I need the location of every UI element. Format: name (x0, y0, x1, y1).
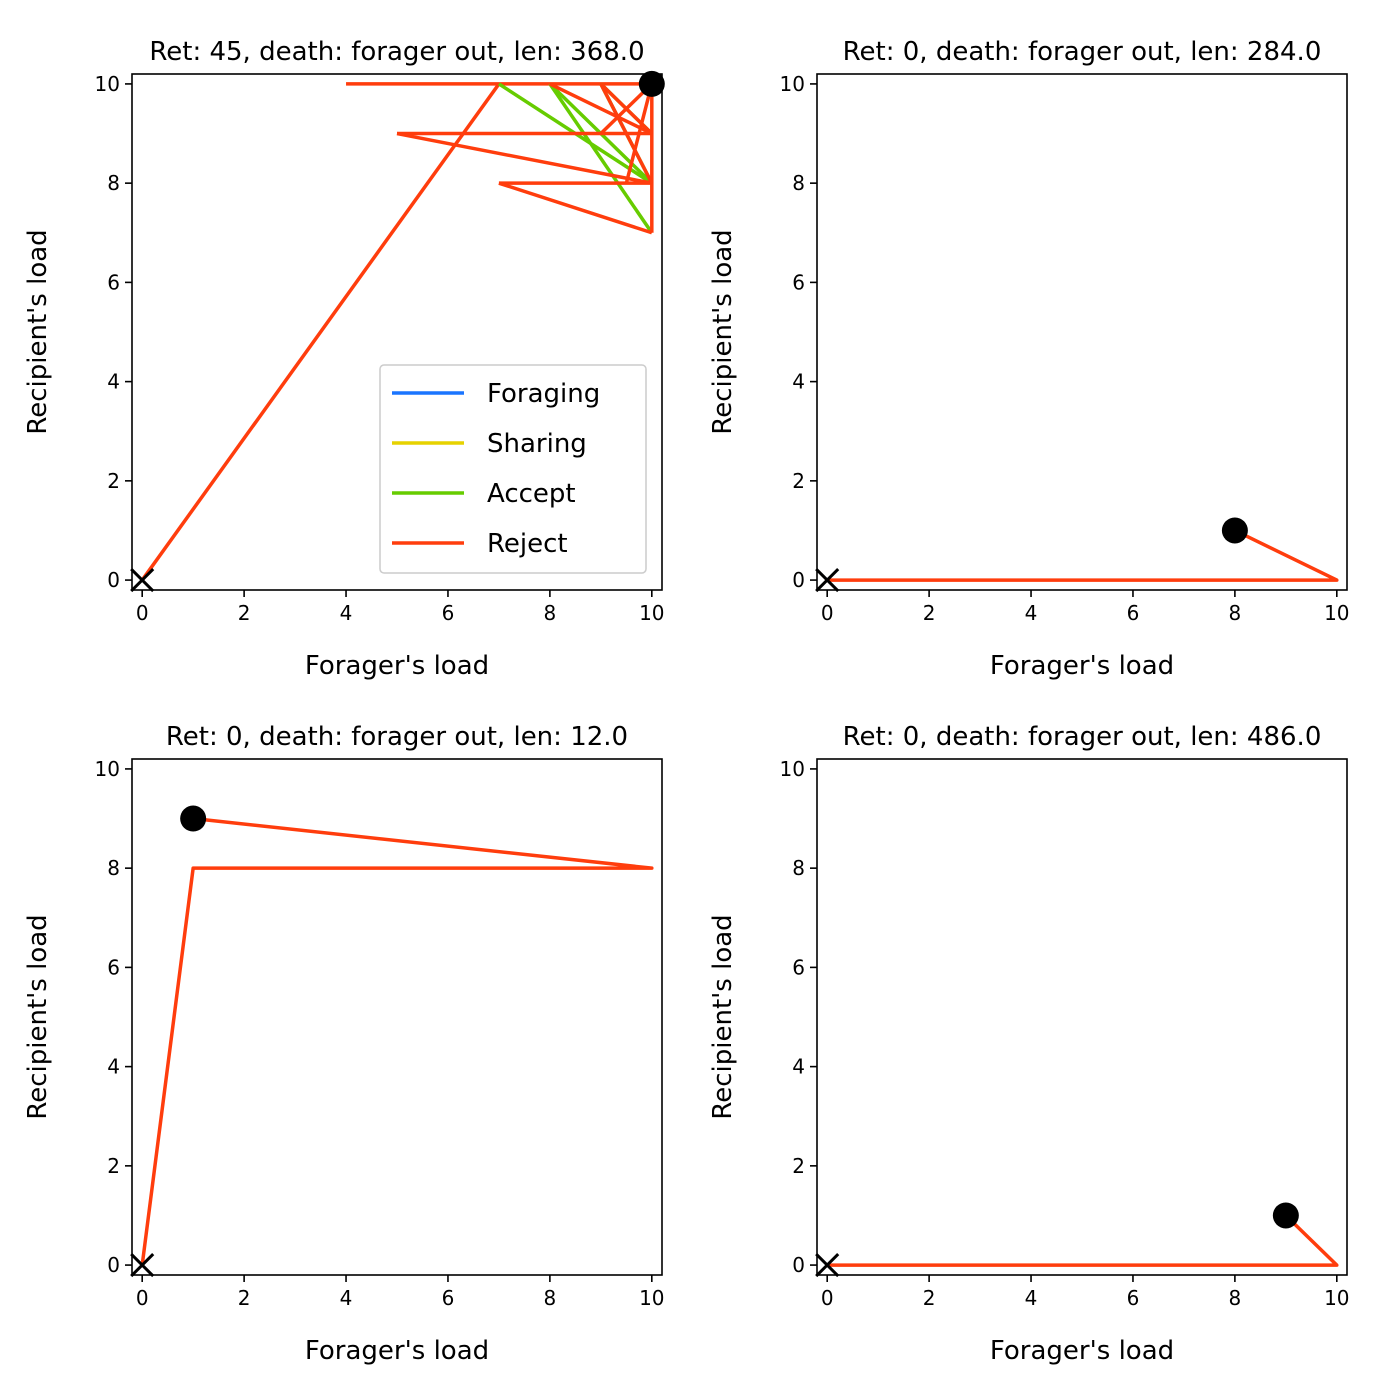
legend-label-sharing: Sharing (487, 429, 587, 459)
legend-label-reject: Reject (487, 529, 568, 559)
start-marker-x (815, 568, 840, 593)
y-tick-label: 2 (792, 469, 805, 493)
chart-panel-2: Ret: 0, death: forager out, len: 284.0 0 2… (708, 37, 1350, 681)
y-tick-label: 4 (107, 370, 120, 394)
x-tick-label: 0 (136, 1286, 149, 1310)
chart-panel-3: Ret: 0, death: forager out, len: 12.0 0 2 4… (23, 722, 665, 1366)
x-tick-label: 10 (639, 1286, 664, 1310)
x-tick-label: 4 (340, 601, 353, 625)
x-tick-label: 2 (923, 1286, 936, 1310)
x-tick-label: 0 (136, 601, 149, 625)
y-tick-label: 8 (792, 171, 805, 195)
x-tick-label: 10 (1324, 601, 1349, 625)
y-tick-label: 10 (780, 757, 805, 781)
plot-frame (816, 758, 1348, 1276)
y-axis-label: Recipient's load (708, 914, 738, 1119)
x-tick-label: 2 (238, 601, 251, 625)
plot-frame (131, 73, 663, 591)
x-tick-label: 8 (544, 601, 557, 625)
x-tick-label: 8 (1229, 1286, 1242, 1310)
x-axis-label: Forager's load (990, 1336, 1174, 1366)
series-line-reject (549, 82, 653, 136)
x-tick-label: 10 (639, 601, 664, 625)
chart-title: Ret: 0, death: forager out, len: 486.0 (843, 722, 1322, 752)
x-axis-label: Forager's load (990, 651, 1174, 681)
y-tick-label: 0 (107, 1253, 120, 1277)
y-tick-label: 6 (792, 270, 805, 294)
y-tick-label: 10 (780, 72, 805, 96)
y-tick-label: 0 (792, 568, 805, 592)
x-tick-label: 4 (1025, 1286, 1038, 1310)
legend-label-accept: Accept (487, 479, 576, 509)
y-tick-label: 4 (792, 370, 805, 394)
x-tick-label: 8 (544, 1286, 557, 1310)
y-tick-label: 6 (107, 955, 120, 979)
y-axis-label: Recipient's load (23, 914, 53, 1119)
y-tick-label: 2 (792, 1154, 805, 1178)
start-marker-x (130, 1253, 155, 1278)
y-tick-label: 2 (107, 1154, 120, 1178)
series-line-accept (548, 82, 654, 234)
x-tick-label: 6 (442, 601, 455, 625)
chart-title: Ret: 0, death: forager out, len: 284.0 (843, 37, 1322, 67)
chart-panel-4: Ret: 0, death: forager out, len: 486.0 0 2… (708, 722, 1350, 1366)
x-tick-label: 10 (1324, 1286, 1349, 1310)
y-tick-label: 0 (107, 568, 120, 592)
y-tick-label: 8 (107, 171, 120, 195)
series-line-reject (396, 131, 653, 185)
series-line-reject (827, 528, 1339, 582)
chart-title: Ret: 0, death: forager out, len: 12.0 (166, 722, 628, 752)
x-tick-label: 8 (1229, 601, 1242, 625)
y-tick-label: 2 (107, 469, 120, 493)
x-tick-label: 6 (442, 1286, 455, 1310)
y-tick-label: 8 (792, 856, 805, 880)
y-tick-label: 4 (792, 1055, 805, 1079)
x-tick-label: 2 (238, 1286, 251, 1310)
y-axis-label: Recipient's load (708, 229, 738, 434)
x-tick-label: 0 (821, 601, 834, 625)
series-line-reject (498, 181, 653, 235)
start-marker-x (130, 568, 155, 593)
end-marker-circle (1272, 1202, 1299, 1229)
y-tick-label: 4 (107, 1055, 120, 1079)
x-tick-label: 0 (821, 1286, 834, 1310)
series-line-reject (140, 82, 501, 582)
x-axis-label: Forager's load (305, 1336, 489, 1366)
end-marker-circle (1221, 517, 1248, 544)
series-line-reject (827, 1214, 1339, 1267)
y-tick-label: 6 (107, 270, 120, 294)
x-tick-label: 2 (923, 601, 936, 625)
series-line-reject (599, 83, 654, 184)
legend-box (379, 364, 647, 574)
start-marker-x (815, 1253, 840, 1278)
chart-title: Ret: 45, death: forager out, len: 368.0 (149, 37, 644, 67)
y-tick-label: 8 (107, 856, 120, 880)
y-axis-label: Recipient's load (23, 229, 53, 434)
y-tick-label: 10 (95, 757, 120, 781)
x-tick-label: 4 (1025, 601, 1038, 625)
x-tick-label: 6 (1127, 1286, 1140, 1310)
series-line-reject (599, 82, 654, 135)
chart-panel-1: Ret: 45, death: forager out, len: 368.0 0… (23, 37, 665, 681)
plot-frame (816, 73, 1348, 591)
series-line-reject (140, 816, 654, 1266)
legend: Foraging Sharing Accept Reject (379, 364, 647, 574)
legend-label-foraging: Foraging (487, 379, 600, 409)
x-tick-label: 4 (340, 1286, 353, 1310)
x-tick-label: 6 (1127, 601, 1140, 625)
x-axis-label: Forager's load (305, 651, 489, 681)
plot-frame (131, 758, 663, 1276)
end-marker-circle (180, 805, 207, 832)
y-tick-label: 6 (792, 955, 805, 979)
y-tick-label: 10 (95, 72, 120, 96)
y-tick-label: 0 (792, 1253, 805, 1277)
end-marker-circle (638, 70, 665, 97)
series-line-reject (624, 83, 654, 184)
